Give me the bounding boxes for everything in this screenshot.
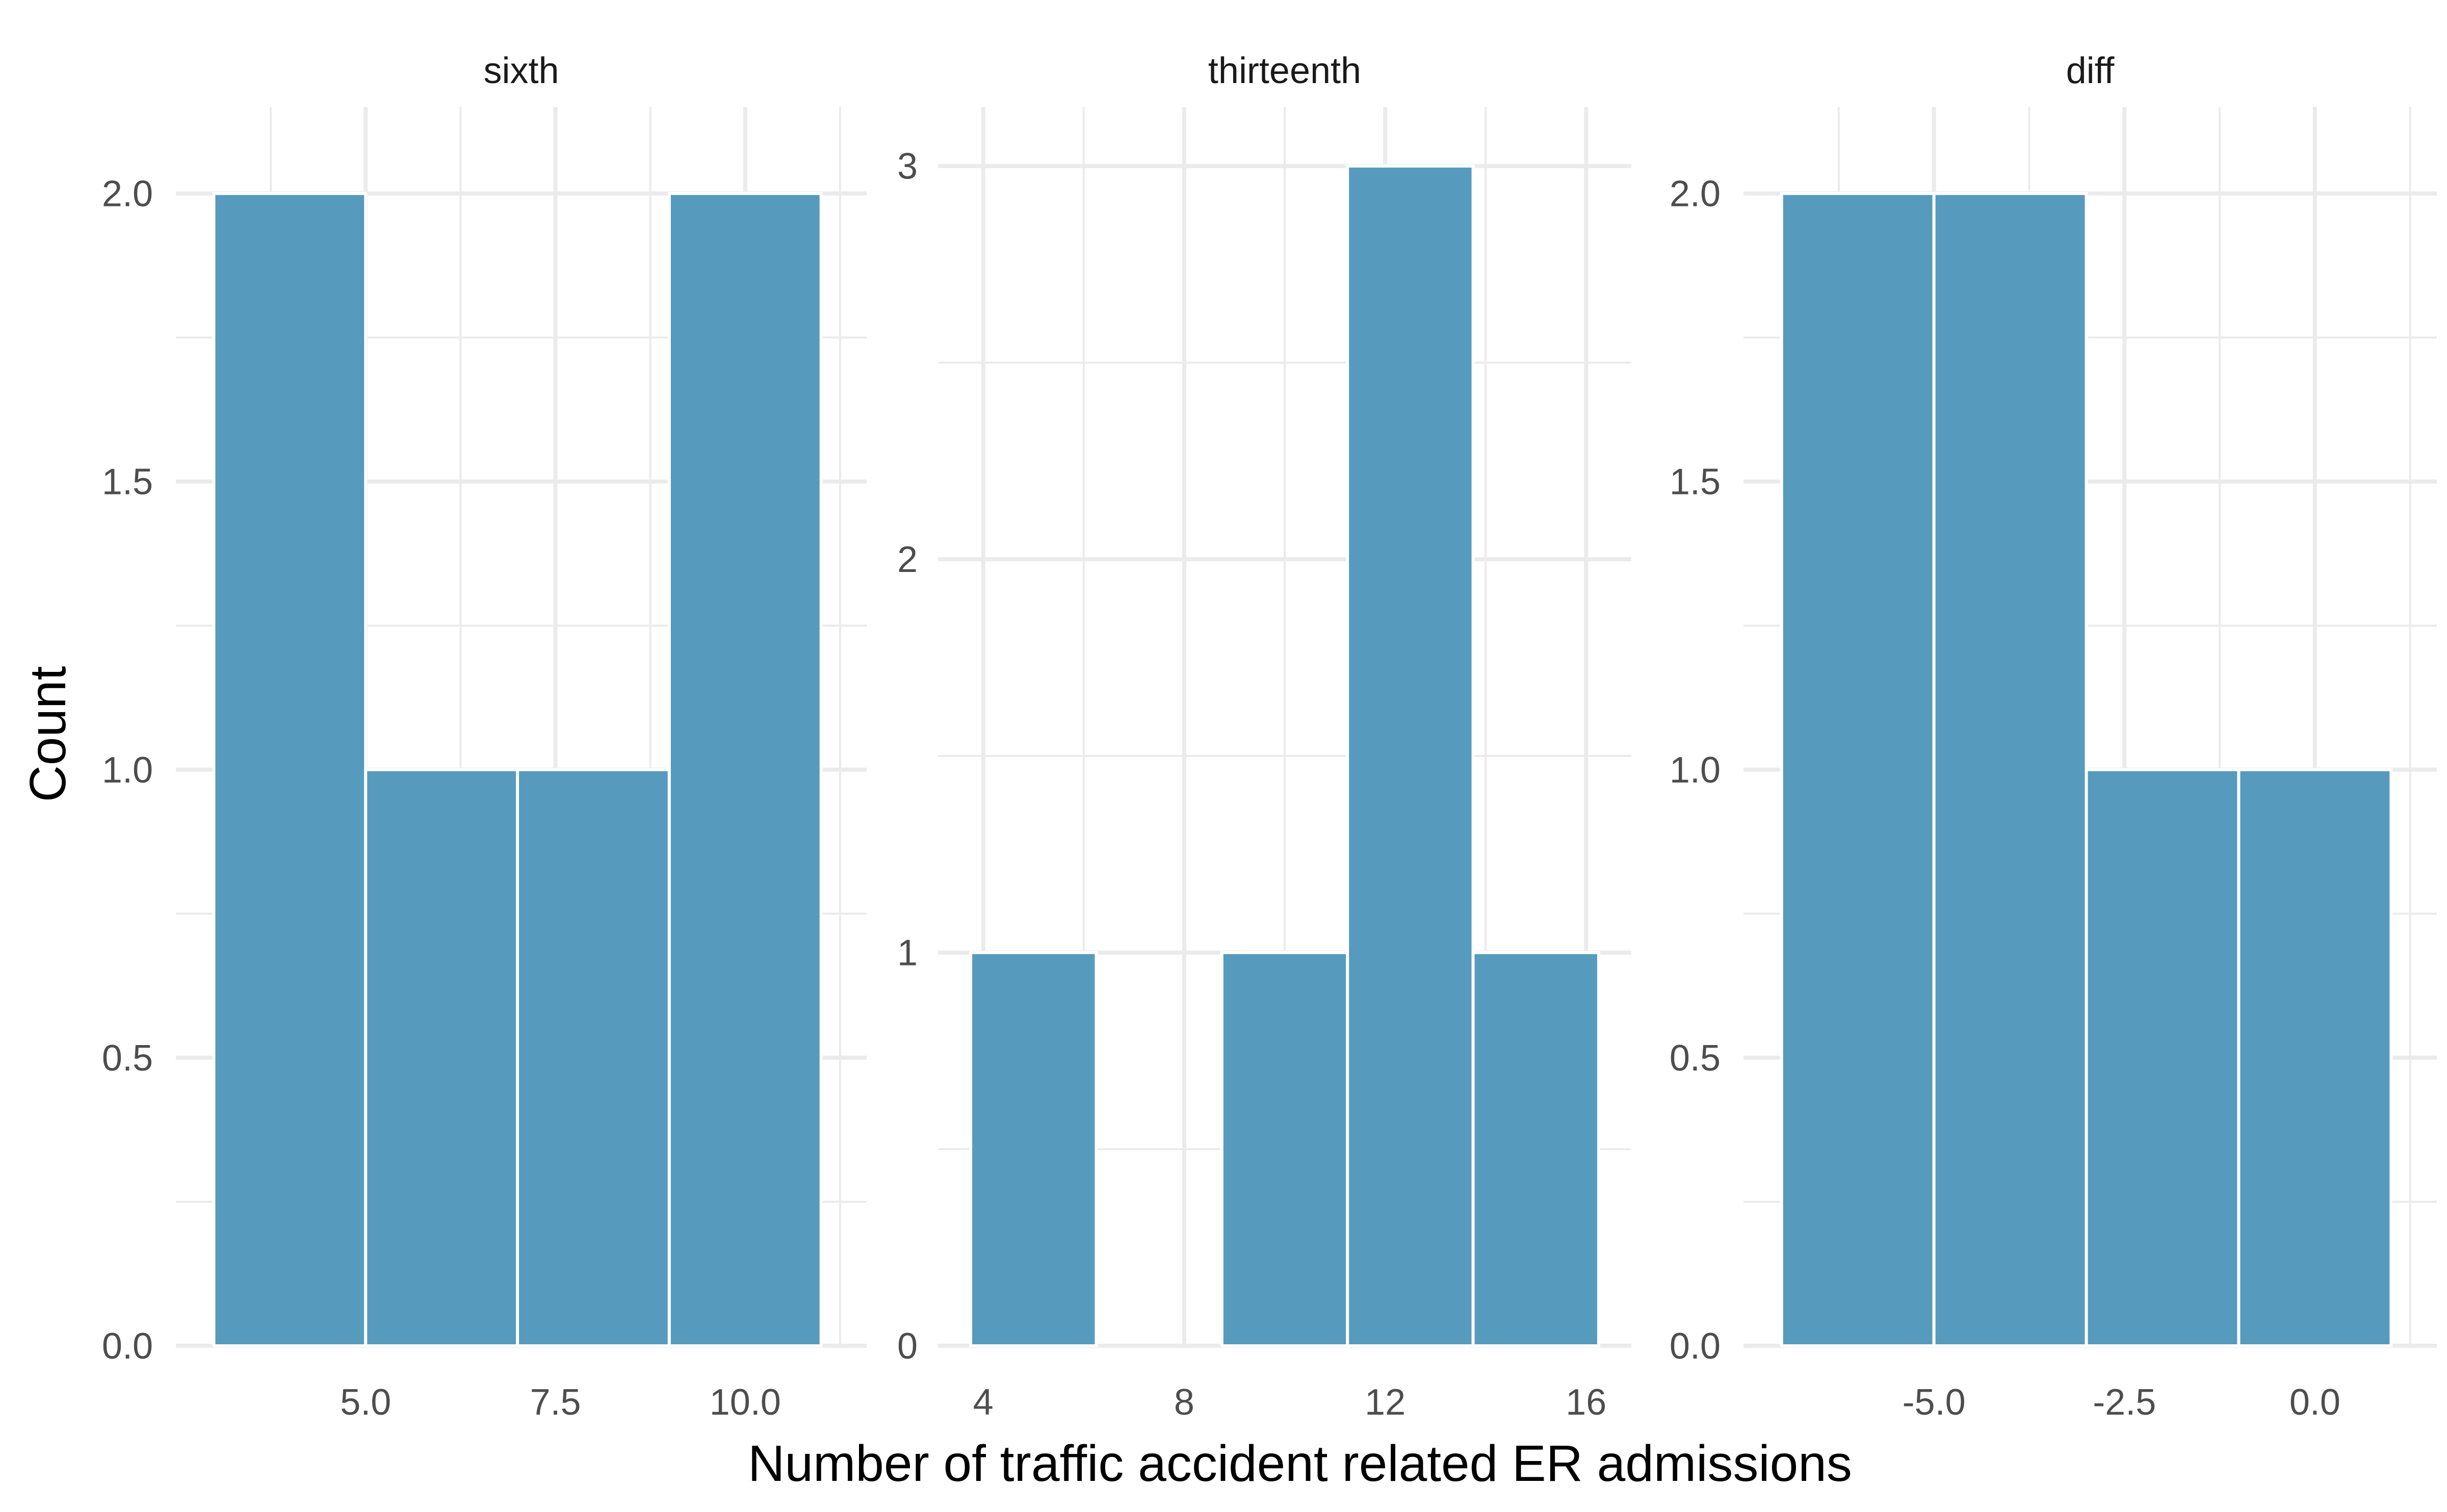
facet-panel-diff: diff 0.0 0.5 1.0 1.5 2.0 -5.0 -2.5 0.0 (1670, 50, 2437, 1423)
histogram-bar (969, 951, 1098, 1347)
facet-strip-label: diff (2066, 50, 2115, 91)
y-tick-label: 0.5 (102, 1038, 153, 1079)
y-tick-label: 1.5 (102, 462, 153, 503)
y-tick-label: 0.0 (102, 1326, 153, 1367)
facet-strip-label: thirteenth (1208, 50, 1361, 91)
histogram-bar (667, 192, 823, 1347)
x-tick-label: 4 (973, 1382, 994, 1423)
histogram-bar (364, 768, 519, 1347)
y-tick-label: 1.5 (1670, 462, 1721, 503)
histogram-bar (1346, 164, 1475, 1347)
x-tick-label: 10.0 (710, 1382, 781, 1423)
x-tick-label: 8 (1174, 1382, 1194, 1423)
y-tick-label: 0.5 (1670, 1038, 1721, 1079)
x-axis-title: Number of traffic accident related ER ad… (748, 1435, 1852, 1492)
x-tick-label: 12 (1365, 1382, 1405, 1423)
histogram-bar (516, 768, 671, 1347)
histogram-bar (1471, 951, 1600, 1347)
histogram-bar (1932, 192, 2088, 1347)
histogram-bar (212, 192, 368, 1347)
y-tick-label: 2.0 (1670, 174, 1721, 215)
y-tick-label: 1.0 (102, 750, 153, 791)
x-tick-label: 7.5 (530, 1382, 581, 1423)
y-tick-label: 3 (897, 146, 918, 187)
y-tick-label: 2.0 (102, 174, 153, 215)
histogram-bar (1780, 192, 1936, 1347)
histogram-bar (2085, 768, 2241, 1347)
y-tick-label: 0.0 (1670, 1326, 1721, 1367)
x-tick-label: 16 (1566, 1382, 1606, 1423)
histogram-bar (1220, 951, 1349, 1347)
facet-panel-sixth: sixth 0.0 0.5 1.0 1.5 2.0 5.0 7.5 10.0 (102, 50, 867, 1423)
x-tick-label: -5.0 (1903, 1382, 1966, 1423)
x-tick-label: -2.5 (2093, 1382, 2156, 1423)
y-tick-label: 1 (897, 933, 918, 974)
y-tick-label: 0 (897, 1326, 918, 1367)
x-tick-label: 0.0 (2289, 1382, 2340, 1423)
histogram-bar (2237, 768, 2393, 1347)
y-axis-title: Count (19, 666, 76, 802)
x-tick-label: 5.0 (340, 1382, 391, 1423)
facet-strip-label: sixth (483, 50, 559, 91)
y-tick-label: 2 (897, 539, 918, 580)
y-tick-label: 1.0 (1670, 750, 1721, 791)
